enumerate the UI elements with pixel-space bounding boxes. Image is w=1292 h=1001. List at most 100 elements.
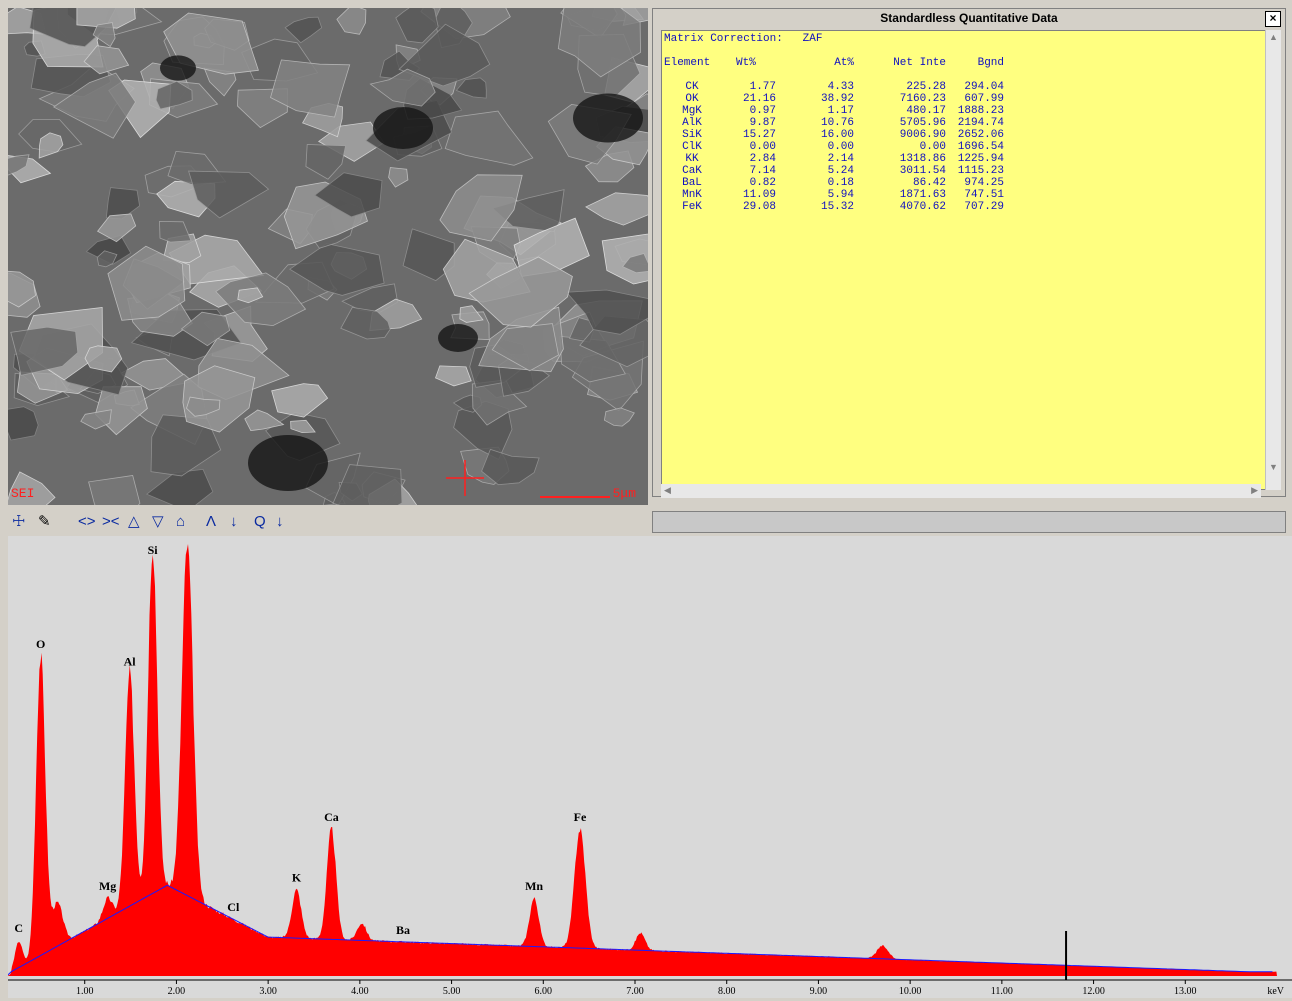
- vertical-scrollbar[interactable]: ▲ ▼: [1265, 30, 1281, 490]
- sem-flake: [586, 193, 648, 225]
- x-tick-label: 1.00: [76, 986, 94, 997]
- sem-flake: [456, 78, 486, 98]
- peak-label-o: O: [36, 637, 45, 651]
- scroll-left-icon[interactable]: ◀: [664, 485, 671, 496]
- cell-bgnd: 1888.23: [946, 105, 1004, 117]
- down-arrow-icon[interactable]: ↓: [276, 513, 284, 531]
- cell-bgnd: 974.25: [946, 177, 1004, 189]
- col-at: At%: [776, 57, 854, 69]
- cell-element: FeK: [664, 201, 720, 213]
- col-bgnd: Bgnd: [946, 57, 1004, 69]
- cell-element: SiK: [664, 129, 720, 141]
- table-row: MnK 11.09 5.94 1871.63 747.51: [664, 189, 1004, 201]
- scale-bar: [540, 496, 610, 498]
- cell-net: 9006.90: [854, 129, 946, 141]
- peak-label-fe: Fe: [574, 810, 587, 824]
- probe-icon[interactable]: ☩: [12, 513, 25, 531]
- sem-mode-label: SEI: [11, 486, 34, 501]
- x-tick-label: 11.00: [991, 986, 1013, 997]
- sem-pore: [373, 107, 433, 149]
- cell-element: OK: [664, 93, 720, 105]
- window-title: Standardless Quantitative Data: [653, 9, 1285, 28]
- cell-wt: 0.00: [720, 141, 776, 153]
- spectrum-area: [8, 544, 1277, 976]
- scroll-down-icon[interactable]: ▼: [1269, 462, 1278, 472]
- cell-bgnd: 747.51: [946, 189, 1004, 201]
- col-element: Element: [664, 57, 720, 69]
- cell-at: 38.92: [776, 93, 854, 105]
- peak-label-ca: Ca: [324, 810, 339, 824]
- sem-flake: [160, 221, 192, 242]
- cell-at: 15.32: [776, 201, 854, 213]
- shrink-horizontal-icon[interactable]: ><: [102, 513, 120, 531]
- x-unit-label: keV: [1267, 986, 1284, 997]
- table-row: SiK 15.27 16.00 9006.90 2652.06: [664, 129, 1004, 141]
- results-table: Element Wt% At% Net Inte Bgnd CK 1.77 4.33…: [664, 57, 1004, 213]
- peak-label-k: K: [292, 871, 302, 885]
- expand-horizontal-icon[interactable]: <>: [78, 513, 96, 531]
- table-row: KK 2.84 2.14 1318.86 1225.94: [664, 153, 1004, 165]
- cell-at: 4.33: [776, 81, 854, 93]
- x-tick-label: 8.00: [718, 986, 736, 997]
- peak-id-icon[interactable]: Λ: [206, 513, 216, 531]
- sem-flake: [436, 366, 472, 386]
- cell-element: MgK: [664, 105, 720, 117]
- sem-flake: [95, 387, 147, 435]
- sem-pore: [573, 94, 643, 143]
- sem-flake: [285, 17, 322, 43]
- scroll-up-icon[interactable]: ▲: [1269, 32, 1278, 42]
- table-row: BaL 0.82 0.18 86.42 974.25: [664, 177, 1004, 189]
- eds-spectrum[interactable]: 1.00 2.00 3.00 4.00 5.00 6.00 7.00 8.00 9.00 10.0…: [8, 536, 1292, 998]
- spectrum-toolbar: ☩ ✎ <> >< △ ▽ ⌂ Λ ↓ Q ↓: [8, 510, 648, 534]
- cell-wt: 0.97: [720, 105, 776, 117]
- cell-bgnd: 2652.06: [946, 129, 1004, 141]
- expand-vertical-icon[interactable]: △: [128, 513, 140, 531]
- cell-wt: 15.27: [720, 129, 776, 141]
- sem-flake: [89, 476, 140, 506]
- x-tick-label: 7.00: [626, 986, 644, 997]
- x-tick-label: 12.00: [1082, 986, 1105, 997]
- close-button[interactable]: ×: [1265, 11, 1281, 27]
- table-row: FeK 29.08 15.32 4070.62 707.29: [664, 201, 1004, 213]
- marker-icon[interactable]: ✎: [38, 513, 51, 531]
- report-panel: Matrix Correction: ZAF Element Wt% At% N…: [661, 30, 1269, 490]
- x-tick-label: 5.00: [443, 986, 461, 997]
- sem-pore: [248, 435, 328, 491]
- home-icon[interactable]: ⌂: [176, 513, 185, 531]
- cell-at: 0.18: [776, 177, 854, 189]
- sem-image: SEI 5μm: [8, 8, 648, 505]
- matrix-label: Matrix Correction:: [664, 33, 783, 45]
- table-row: ClK 0.00 0.00 0.00 1696.54: [664, 141, 1004, 153]
- cell-wt: 7.14: [720, 165, 776, 177]
- sem-flake: [272, 384, 328, 418]
- sem-pore: [160, 55, 196, 80]
- sem-flake: [337, 8, 366, 34]
- peak-label-al: Al: [124, 655, 137, 669]
- cell-at: 2.14: [776, 153, 854, 165]
- cell-net: 480.17: [854, 105, 946, 117]
- peak-label-mg: Mg: [99, 879, 116, 893]
- cell-wt: 21.16: [720, 93, 776, 105]
- cell-net: 225.28: [854, 81, 946, 93]
- cell-at: 16.00: [776, 129, 854, 141]
- cell-element: AlK: [664, 117, 720, 129]
- down-arrow-icon[interactable]: ↓: [230, 513, 238, 531]
- scroll-right-icon[interactable]: ▶: [1251, 485, 1258, 496]
- status-bar: [652, 511, 1286, 533]
- quant-data-window: Standardless Quantitative Data × Matrix …: [652, 8, 1286, 497]
- cell-net: 1871.63: [854, 189, 946, 201]
- zoom-icon[interactable]: Q: [254, 513, 266, 531]
- table-row: AlK 9.87 10.76 5705.96 2194.74: [664, 117, 1004, 129]
- cell-net: 5705.96: [854, 117, 946, 129]
- cell-net: 3011.54: [854, 165, 946, 177]
- sem-flake: [389, 168, 408, 188]
- peak-label-ba: Ba: [396, 923, 410, 937]
- cell-net: 7160.23: [854, 93, 946, 105]
- horizontal-scrollbar[interactable]: ◀ ▶: [661, 484, 1261, 498]
- shrink-vertical-icon[interactable]: ▽: [152, 513, 164, 531]
- sem-micrograph: [8, 8, 648, 505]
- cell-bgnd: 294.04: [946, 81, 1004, 93]
- matrix-value: ZAF: [803, 33, 823, 45]
- x-tick-label: 9.00: [810, 986, 828, 997]
- cell-net: 4070.62: [854, 201, 946, 213]
